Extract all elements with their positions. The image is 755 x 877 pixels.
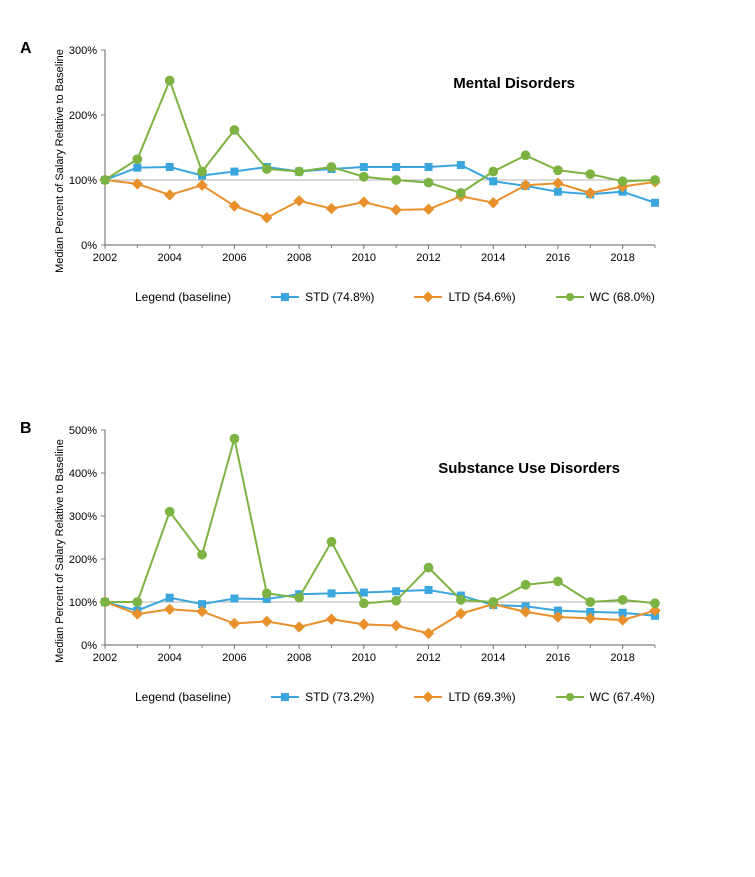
svg-text:2008: 2008 [287,652,311,664]
chart-area: 0% 100% 200% 300% 2002 2004 2006 2008 2010 2012 20… [65,40,735,304]
svg-text:2012: 2012 [416,252,440,264]
svg-text:2018: 2018 [610,652,634,664]
series-line [105,165,655,203]
svg-text:2014: 2014 [481,652,505,664]
legend-label: WC (67.4%) [590,690,655,704]
svg-text:400%: 400% [69,468,97,480]
legend-item: WC (67.4%) [556,690,655,704]
legend-item: LTD (54.6%) [414,290,515,304]
y-axis-label: Median Percent of Salary Relative to Bas… [54,426,66,676]
chart-title: Substance Use Disorders [438,460,620,477]
series-line [105,180,655,218]
svg-text:300%: 300% [69,45,97,57]
svg-text:2012: 2012 [416,652,440,664]
svg-text:2018: 2018 [610,252,634,264]
svg-text:2006: 2006 [222,252,246,264]
legend-item: STD (74.8%) [271,290,374,304]
legend-item: WC (68.0%) [556,290,655,304]
svg-text:100%: 100% [69,597,97,609]
y-axis-label: Median Percent of Salary Relative to Bas… [54,46,66,276]
svg-text:300%: 300% [69,511,97,523]
series-line [105,602,655,633]
svg-text:2002: 2002 [93,652,117,664]
legend: Legend (baseline) STD (74.8%) LTD (54.6%… [135,290,735,304]
svg-text:2006: 2006 [222,652,246,664]
svg-text:0%: 0% [81,240,97,252]
svg-text:0%: 0% [81,640,97,652]
legend-label: STD (73.2%) [305,690,374,704]
svg-text:2008: 2008 [287,252,311,264]
panel-A: A Median Percent of Salary Relative to B… [20,40,735,390]
chart-area: 0% 100% 200% 300% 400% 500% 2002 2004 2006 2008 20… [65,420,735,704]
legend-label: WC (68.0%) [590,290,655,304]
panel-label: A [20,40,32,58]
panel-B: B Median Percent of Salary Relative to B… [20,420,735,790]
legend-prefix: Legend (baseline) [135,290,231,304]
legend-label: STD (74.8%) [305,290,374,304]
legend-item: STD (73.2%) [271,690,374,704]
legend-label: LTD (54.6%) [448,290,515,304]
svg-text:2010: 2010 [352,652,376,664]
svg-text:2016: 2016 [546,252,570,264]
svg-text:200%: 200% [69,554,97,566]
svg-text:2004: 2004 [157,652,181,664]
svg-text:2002: 2002 [93,252,117,264]
legend-prefix: Legend (baseline) [135,690,231,704]
svg-text:500%: 500% [69,425,97,437]
svg-text:2016: 2016 [546,652,570,664]
series-line [105,81,655,193]
chart-plot: 0% 100% 200% 300% 2002 2004 2006 2008 2010 2012 20… [65,40,665,270]
svg-text:2014: 2014 [481,252,505,264]
svg-text:2004: 2004 [157,252,181,264]
panel-label: B [20,420,32,438]
chart-plot: 0% 100% 200% 300% 400% 500% 2002 2004 2006 2008 20… [65,420,665,670]
svg-text:2010: 2010 [352,252,376,264]
legend-label: LTD (69.3%) [448,690,515,704]
svg-text:100%: 100% [69,175,97,187]
legend-item: LTD (69.3%) [414,690,515,704]
legend: Legend (baseline) STD (73.2%) LTD (69.3%… [135,690,735,704]
svg-text:200%: 200% [69,110,97,122]
chart-title: Mental Disorders [453,75,575,92]
